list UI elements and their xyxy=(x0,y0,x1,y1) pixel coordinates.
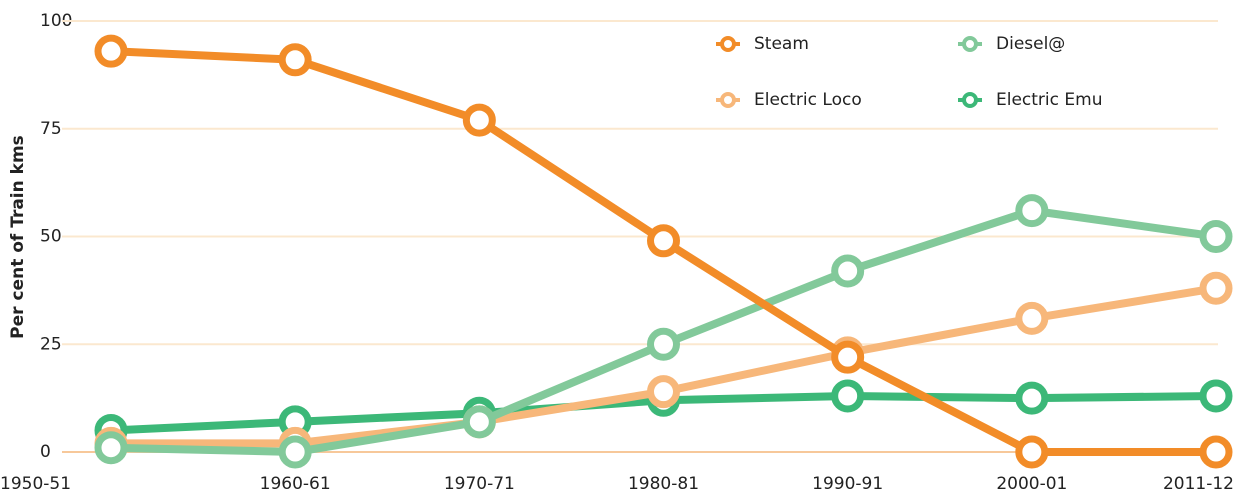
x-tick-label: 1980-81 xyxy=(628,474,699,494)
legend-label: Electric Loco xyxy=(754,90,862,110)
data-point xyxy=(278,435,312,469)
data-point xyxy=(647,375,680,409)
x-tick-label: 2000-01 xyxy=(996,474,1067,494)
data-point xyxy=(1015,194,1049,228)
legend-marker xyxy=(720,36,736,52)
data-point xyxy=(1199,435,1233,469)
x-tick-label: 1990-91 xyxy=(812,474,883,494)
data-point xyxy=(278,43,312,77)
x-tick-label: 1960-61 xyxy=(260,474,331,494)
data-point xyxy=(1199,220,1233,253)
y-tick-label: 50 xyxy=(40,227,62,247)
legend-label: Steam xyxy=(754,34,809,54)
legend-label: Diesel@ xyxy=(996,34,1065,54)
data-point xyxy=(462,405,496,439)
legend-marker xyxy=(962,92,978,108)
data-point xyxy=(647,327,680,361)
y-tick-label: 75 xyxy=(40,119,62,139)
data-point xyxy=(831,379,865,413)
data-point xyxy=(1199,271,1233,305)
data-point xyxy=(1015,381,1049,415)
legend-label: Electric Emu xyxy=(996,90,1102,110)
data-point xyxy=(94,431,128,465)
data-point xyxy=(831,340,865,374)
data-point xyxy=(831,254,865,288)
x-tick-label: 1950-51 xyxy=(0,474,71,494)
data-point xyxy=(1015,435,1049,469)
data-point xyxy=(1199,379,1233,413)
data-point xyxy=(462,103,496,137)
data-point xyxy=(647,224,680,258)
y-tick-label: 0 xyxy=(40,442,51,462)
data-point xyxy=(94,34,128,68)
legend-marker xyxy=(962,36,978,52)
legend-marker xyxy=(720,92,736,108)
x-tick-label: 2011-12 xyxy=(1163,474,1234,494)
y-tick-label: 100 xyxy=(40,11,72,31)
y-tick-label: 25 xyxy=(40,334,62,354)
data-point xyxy=(1015,301,1049,335)
y-axis-label: Per cent of Train kms xyxy=(8,135,28,339)
x-tick-label: 1970-71 xyxy=(444,474,515,494)
